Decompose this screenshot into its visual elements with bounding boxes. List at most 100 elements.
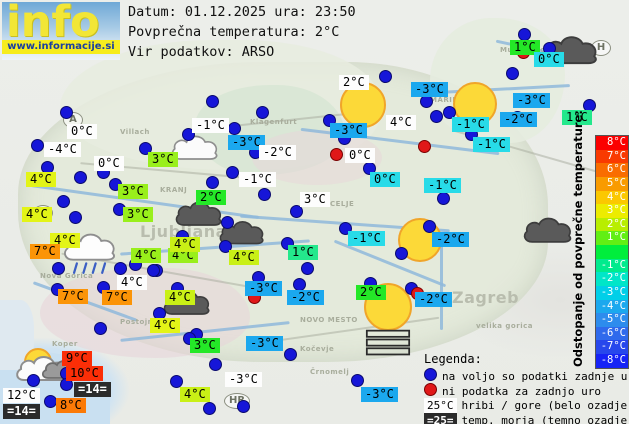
- station-dot-available[interactable]: [147, 264, 160, 277]
- station-dot-available[interactable]: [256, 106, 269, 119]
- scale-cell: 3°C: [596, 204, 628, 218]
- scale-cell: -6°C: [596, 326, 628, 341]
- station-dot-available[interactable]: [221, 216, 234, 229]
- sea-temperature-chip: =14=: [3, 404, 40, 419]
- temperature-chip: -3°C: [246, 336, 283, 351]
- station-dot-available[interactable]: [379, 70, 392, 83]
- temperature-chip: -3°C: [225, 372, 262, 387]
- scale-cell: -1°C: [596, 258, 628, 273]
- station-dot-available[interactable]: [506, 67, 519, 80]
- temperature-chip: 4°C: [26, 172, 56, 187]
- station-dot-available[interactable]: [60, 106, 73, 119]
- station-dot-available[interactable]: [114, 262, 127, 275]
- station-dot-available[interactable]: [395, 247, 408, 260]
- station-dot-available[interactable]: [74, 171, 87, 184]
- station-dot-available[interactable]: [437, 192, 450, 205]
- station-dot-available[interactable]: [182, 128, 195, 141]
- scale-cell: 8°C: [596, 136, 628, 150]
- temperature-chip: -3°C: [228, 135, 265, 150]
- station-dot-available[interactable]: [52, 262, 65, 275]
- legend-row-text: hribi / gore (belo ozadje): [461, 399, 629, 412]
- temperature-chip: 0°C: [345, 148, 375, 163]
- city-label: Villach: [120, 128, 150, 136]
- temperature-chip: 7°C: [30, 244, 60, 259]
- station-dot-available[interactable]: [443, 106, 456, 119]
- temperature-chip: -2°C: [287, 290, 324, 305]
- temperature-chip: -2°C: [432, 232, 469, 247]
- city-label: Nova Gorica: [40, 272, 94, 280]
- temperature-chip: 3°C: [118, 184, 148, 199]
- temperature-chip: 2°C: [196, 190, 226, 205]
- temperature-chip: -1°C: [239, 172, 276, 187]
- temperature-chip: 0°C: [67, 124, 97, 139]
- temperature-chip: 10°C: [66, 366, 103, 381]
- temperature-chip: 4°C: [117, 275, 147, 290]
- station-dot-available[interactable]: [228, 122, 241, 135]
- station-dot-available[interactable]: [209, 358, 222, 371]
- header-date-line: Datum: 01.12.2025 ura: 23:50: [128, 4, 356, 20]
- temperature-chip: -1°C: [348, 231, 385, 246]
- temperature-chip: 1°C: [288, 245, 318, 260]
- temperature-chip: 3°C: [190, 338, 220, 353]
- station-dot-available[interactable]: [170, 375, 183, 388]
- station-dot-available[interactable]: [57, 195, 70, 208]
- station-dot-available[interactable]: [351, 374, 364, 387]
- temperature-chip: 4°C: [386, 115, 416, 130]
- station-dot-available[interactable]: [69, 211, 82, 224]
- scale-cell: -3°C: [596, 285, 628, 300]
- station-dot-available[interactable]: [430, 110, 443, 123]
- legend: Legenda: na voljo so podatki zadnje ure n…: [424, 352, 629, 424]
- scale-cell: -2°C: [596, 272, 628, 286]
- station-dot-available[interactable]: [94, 322, 107, 335]
- legend-title: Legenda:: [424, 352, 482, 366]
- station-dot-available[interactable]: [27, 374, 40, 387]
- scale-cell: 6°C: [596, 163, 628, 177]
- scale-cell: 7°C: [596, 149, 628, 164]
- light-cloud-icon: [168, 130, 222, 166]
- city-label: Zagreb: [452, 288, 520, 307]
- city-label: Kočevje: [300, 345, 335, 353]
- temperature-chip: 3°C: [148, 152, 178, 167]
- station-dot-available[interactable]: [301, 262, 314, 275]
- legend-row-text: na voljo so podatki zadnje ure: [442, 370, 629, 383]
- scale-cell: 4°C: [596, 190, 628, 205]
- station-dot-available[interactable]: [237, 400, 250, 413]
- station-dot-available[interactable]: [284, 348, 297, 361]
- temperature-chip: 2°C: [339, 75, 369, 90]
- station-dot-no-data[interactable]: [418, 140, 431, 153]
- city-label: Koper: [52, 340, 78, 348]
- station-dot-available[interactable]: [258, 188, 271, 201]
- scale-gradient-bar: 8°C 7°C 6°C 5°C 4°C 3°C 2°C 1°C -1°C -2°C -3°C -4°C…: [595, 135, 629, 369]
- legend-row: 25°C hribi / gore (belo ozadje): [424, 398, 629, 413]
- temperature-chip: 4°C: [170, 237, 200, 252]
- legend-row: na voljo so podatki zadnje ure: [424, 368, 629, 383]
- temperature-chip: -3°C: [361, 387, 398, 402]
- site-logo[interactable]: info www.informacije.si: [2, 2, 120, 60]
- station-dot-available[interactable]: [31, 139, 44, 152]
- station-dot-available[interactable]: [203, 402, 216, 415]
- station-dot-available[interactable]: [139, 142, 152, 155]
- station-dot-available[interactable]: [206, 176, 219, 189]
- city-label: NOVO MESTO: [300, 316, 358, 324]
- scale-cell: -7°C: [596, 340, 628, 354]
- legend-row-text: temp. morja (temno ozadje): [461, 414, 629, 424]
- temperature-chip: 4°C: [150, 318, 180, 333]
- temperature-chip: 0°C: [534, 52, 564, 67]
- station-dot-available[interactable]: [206, 95, 219, 108]
- fog-icon: [365, 328, 411, 358]
- temperature-chip: 3°C: [123, 207, 153, 222]
- station-dot-available[interactable]: [226, 166, 239, 179]
- station-dot-available[interactable]: [290, 205, 303, 218]
- temperature-chip: 1°C: [562, 110, 592, 125]
- station-dot-available[interactable]: [423, 220, 436, 233]
- scale-cell: 1°C: [596, 231, 628, 245]
- legend-row: =25= temp. morja (temno ozadje): [424, 413, 629, 424]
- temperature-chip: 12°C: [3, 388, 40, 403]
- city-label: Črnomelj: [310, 368, 350, 376]
- temperature-chip: 9°C: [62, 351, 92, 366]
- station-dot-no-data[interactable]: [330, 148, 343, 161]
- temperature-chip: -3°C: [245, 281, 282, 296]
- temperature-chip: 4°C: [229, 250, 259, 265]
- station-dot-available[interactable]: [219, 240, 232, 253]
